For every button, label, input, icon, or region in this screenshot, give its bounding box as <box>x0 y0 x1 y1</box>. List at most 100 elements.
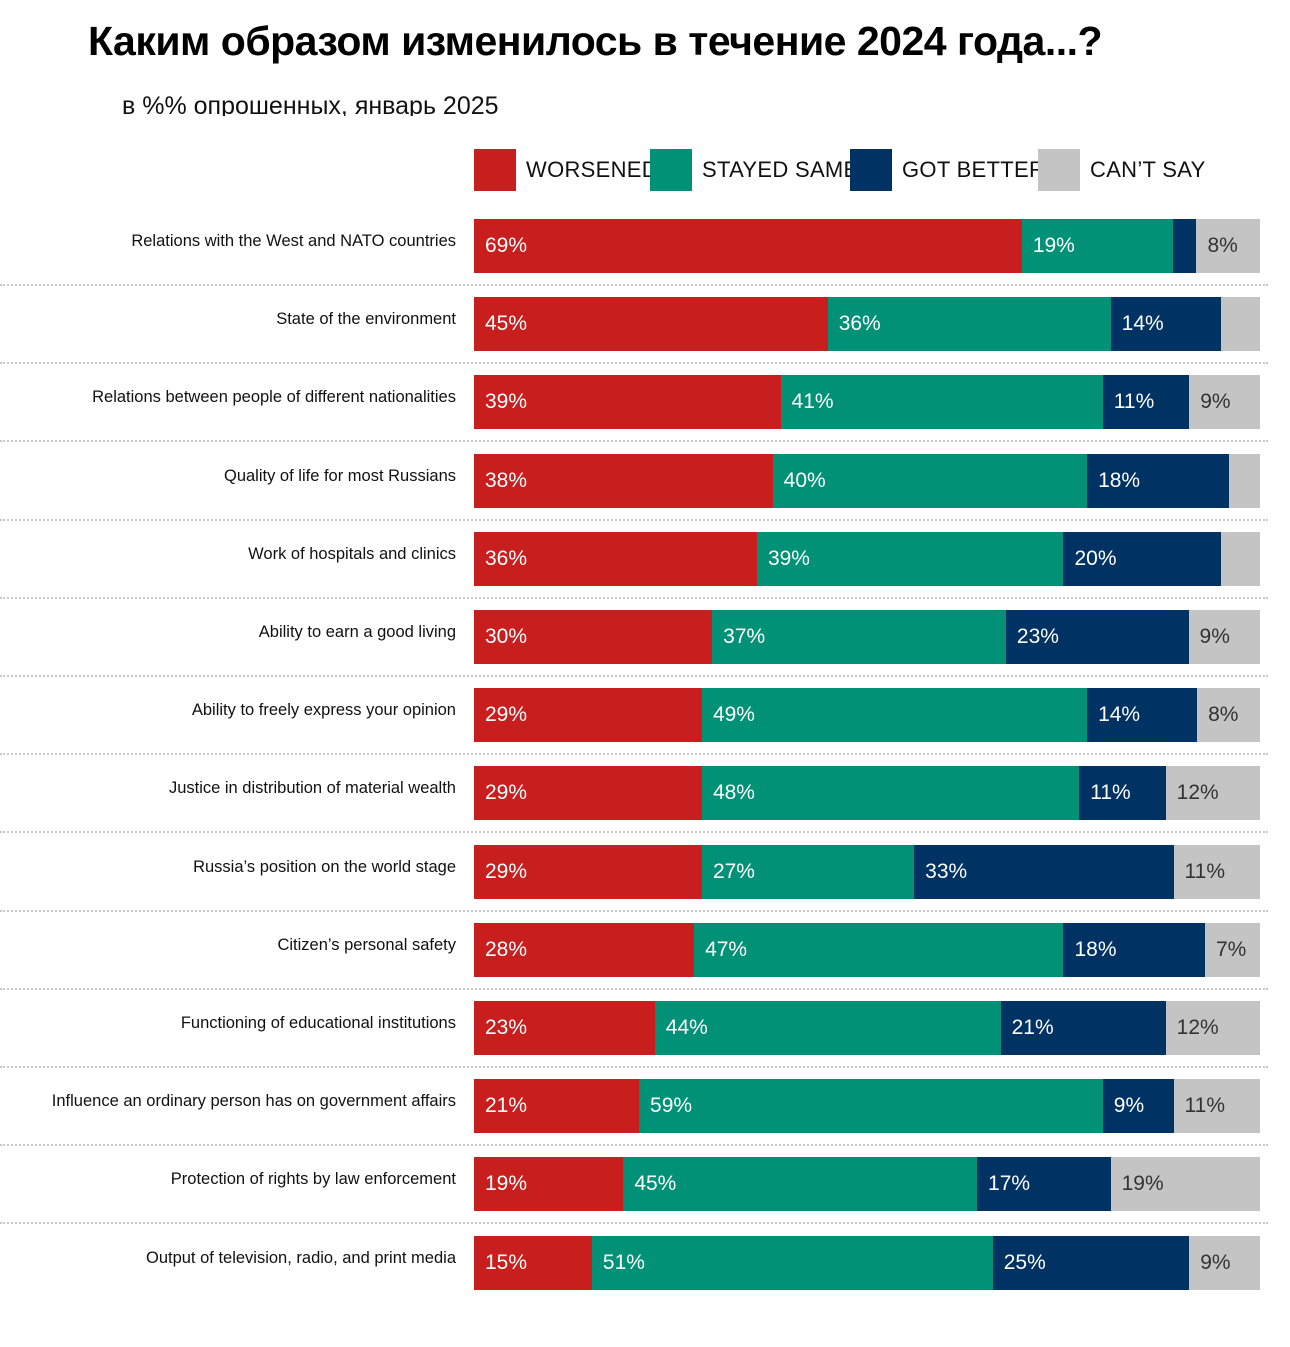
stacked-bar: 38% 40% 18% <box>474 454 1260 508</box>
bar-segment-stayed-same: 27% <box>701 845 915 899</box>
row-divider <box>0 675 1268 677</box>
row-divider <box>0 362 1268 364</box>
bar-segment-worsened: 69% <box>474 219 1022 273</box>
data-label: 28% <box>485 938 528 961</box>
bar-segment-can-t-say: 8% <box>1197 688 1260 742</box>
data-label: 11% <box>1184 860 1226 883</box>
legend-swatch <box>1038 149 1080 191</box>
bar-segment-got-better: 11% <box>1102 375 1190 429</box>
data-label: 49% <box>712 703 755 726</box>
bar-segment-can-t-say: 12% <box>1165 1001 1260 1055</box>
category-label: Relations between people of different na… <box>92 388 456 406</box>
chart-title: Каким образом изменилось в течение 2024 … <box>88 18 1103 64</box>
data-label: 23% <box>485 1016 528 1039</box>
bar-segment-got-better: 14% <box>1087 688 1198 742</box>
legend-item: GOT BETTER <box>850 149 1045 191</box>
bar-segment-stayed-same: 47% <box>694 923 1064 977</box>
data-label: 20% <box>1074 547 1117 570</box>
data-label: 40% <box>783 469 826 492</box>
stacked-bar: 29% 48% 11% 12% <box>474 766 1260 820</box>
data-label: 44% <box>665 1016 708 1039</box>
data-label: 14% <box>1121 312 1164 335</box>
bar-segment-stayed-same: 19% <box>1021 219 1173 273</box>
row-divider <box>0 1144 1268 1146</box>
chart-subtitle: в %% опрошенных, январь 2025 <box>122 92 499 116</box>
legend-swatch <box>650 149 692 191</box>
bar-segment-worsened: 28% <box>474 923 695 977</box>
bar-segment-worsened: 39% <box>474 375 781 429</box>
category-label: Work of hospitals and clinics <box>248 545 456 563</box>
row-divider <box>0 1222 1268 1224</box>
data-label: 38% <box>485 469 528 492</box>
row-divider <box>0 910 1268 912</box>
data-label: 9% <box>1113 1094 1145 1117</box>
category-label: Quality of life for most Russians <box>224 467 456 485</box>
stacked-bar: 45% 36% 14% <box>474 297 1260 351</box>
bar-segment-can-t-say <box>1220 532 1260 586</box>
data-label: 15% <box>485 1251 528 1274</box>
bar-row: Relations between people of different na… <box>0 375 1290 429</box>
stacked-bar: 36% 39% 20% <box>474 532 1260 586</box>
bar-segment-worsened: 19% <box>474 1157 624 1211</box>
bar-row: Citizen’s personal safety 28% 47% 18% 7% <box>0 923 1290 977</box>
data-label: 12% <box>1176 781 1219 804</box>
data-label: 9% <box>1200 1251 1231 1274</box>
data-label: 11% <box>1090 781 1131 804</box>
stacked-bar: 19% 45% 17% 19% <box>474 1157 1260 1211</box>
bar-segment-got-better: 11% <box>1079 766 1166 820</box>
row-divider <box>0 597 1268 599</box>
bar-segment-worsened: 38% <box>474 454 773 508</box>
bar-segment-worsened: 45% <box>474 297 828 351</box>
data-label: 18% <box>1074 938 1117 961</box>
data-label: 21% <box>485 1094 528 1117</box>
data-label: 36% <box>838 312 881 335</box>
data-label: 23% <box>1016 625 1059 648</box>
stacked-bar: 30% 37% 23% 9% <box>474 610 1260 664</box>
bar-row: Protection of rights by law enforcement 1… <box>0 1157 1290 1211</box>
bar-segment-stayed-same: 40% <box>772 454 1088 508</box>
data-label: 11% <box>1113 390 1155 413</box>
data-label: 9% <box>1199 625 1230 648</box>
bar-row: Ability to earn a good living 30% 37% 23% 9% <box>0 610 1290 664</box>
legend-label: GOT BETTER <box>902 157 1046 182</box>
bar-segment-got-better: 17% <box>977 1157 1111 1211</box>
bar-segment-stayed-same: 51% <box>591 1236 993 1290</box>
stacked-bar: 15% 51% 25% 9% <box>474 1236 1260 1290</box>
bar-segment-stayed-same: 41% <box>780 375 1103 429</box>
data-label: 21% <box>1011 1016 1054 1039</box>
data-label: 29% <box>485 703 528 726</box>
bar-row: Work of hospitals and clinics 36% 39% 20% <box>0 532 1290 586</box>
data-label: 27% <box>712 860 755 883</box>
bar-segment-stayed-same: 59% <box>639 1079 1103 1133</box>
bar-row: Influence an ordinary person has on gove… <box>0 1079 1290 1133</box>
legend-item: WORSENED <box>474 149 658 191</box>
bar-segment-stayed-same: 49% <box>701 688 1088 742</box>
bar-row: Output of television, radio, and print m… <box>0 1236 1290 1290</box>
category-label: Justice in distribution of material weal… <box>168 779 456 797</box>
data-label: 33% <box>925 860 968 883</box>
bar-segment-can-t-say: 9% <box>1189 1236 1260 1290</box>
row-divider <box>0 988 1268 990</box>
data-label: 17% <box>988 1172 1031 1195</box>
data-label: 45% <box>485 312 528 335</box>
bar-segment-stayed-same: 36% <box>827 297 1111 351</box>
bar-segment-stayed-same: 44% <box>654 1001 1001 1055</box>
row-divider <box>0 284 1268 286</box>
bar-segment-got-better <box>1172 219 1197 273</box>
legend-label: STAYED SAME <box>702 157 859 182</box>
row-divider <box>0 440 1268 442</box>
bar-segment-worsened: 15% <box>474 1236 592 1290</box>
bar-row: Functioning of educational institutions 2… <box>0 1001 1290 1055</box>
stacked-bar: 39% 41% 11% 9% <box>474 375 1260 429</box>
bar-segment-worsened: 29% <box>474 845 702 899</box>
stacked-bar: 28% 47% 18% 7% <box>474 923 1260 977</box>
bar-segment-can-t-say: 7% <box>1204 923 1260 977</box>
data-label: 11% <box>1184 1094 1225 1117</box>
legend-label: WORSENED <box>526 157 658 182</box>
category-label: Output of television, radio, and print m… <box>145 1249 456 1267</box>
bar-segment-stayed-same: 39% <box>756 532 1064 586</box>
legend-swatch <box>474 149 516 191</box>
bar-segment-can-t-say <box>1228 454 1260 508</box>
bar-segment-got-better: 9% <box>1102 1079 1174 1133</box>
bar-segment-worsened: 23% <box>474 1001 655 1055</box>
